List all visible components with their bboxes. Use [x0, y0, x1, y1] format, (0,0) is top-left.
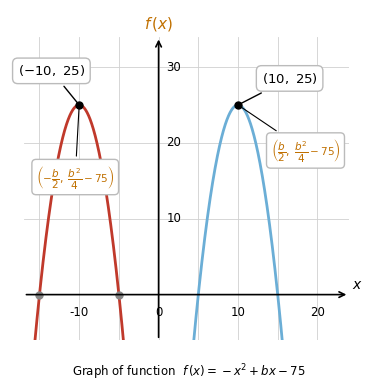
- Text: 10: 10: [231, 306, 245, 319]
- Text: -10: -10: [70, 306, 89, 319]
- Text: $\left(\dfrac{b}{2},\ \dfrac{b^2}{4}-75\right)$: $\left(\dfrac{b}{2},\ \dfrac{b^2}{4}-75\…: [240, 107, 340, 164]
- Text: 20: 20: [310, 306, 325, 319]
- Text: $(10,\ 25)$: $(10,\ 25)$: [241, 71, 317, 104]
- Text: $f\,(x)$: $f\,(x)$: [144, 15, 173, 33]
- Text: 30: 30: [167, 61, 181, 74]
- Text: 10: 10: [167, 212, 181, 225]
- Text: 0: 0: [155, 306, 162, 319]
- Text: $(-10,\ 25)$: $(-10,\ 25)$: [18, 63, 85, 103]
- Text: $\left(-\dfrac{b}{2},\ \dfrac{b^2}{4}-75\right)$: $\left(-\dfrac{b}{2},\ \dfrac{b^2}{4}-75…: [36, 108, 114, 191]
- Text: Graph of function  $f\,(x)=-x^2+bx-75$: Graph of function $f\,(x)=-x^2+bx-75$: [72, 362, 305, 382]
- Text: 20: 20: [167, 136, 181, 149]
- Text: $x$: $x$: [352, 278, 362, 292]
